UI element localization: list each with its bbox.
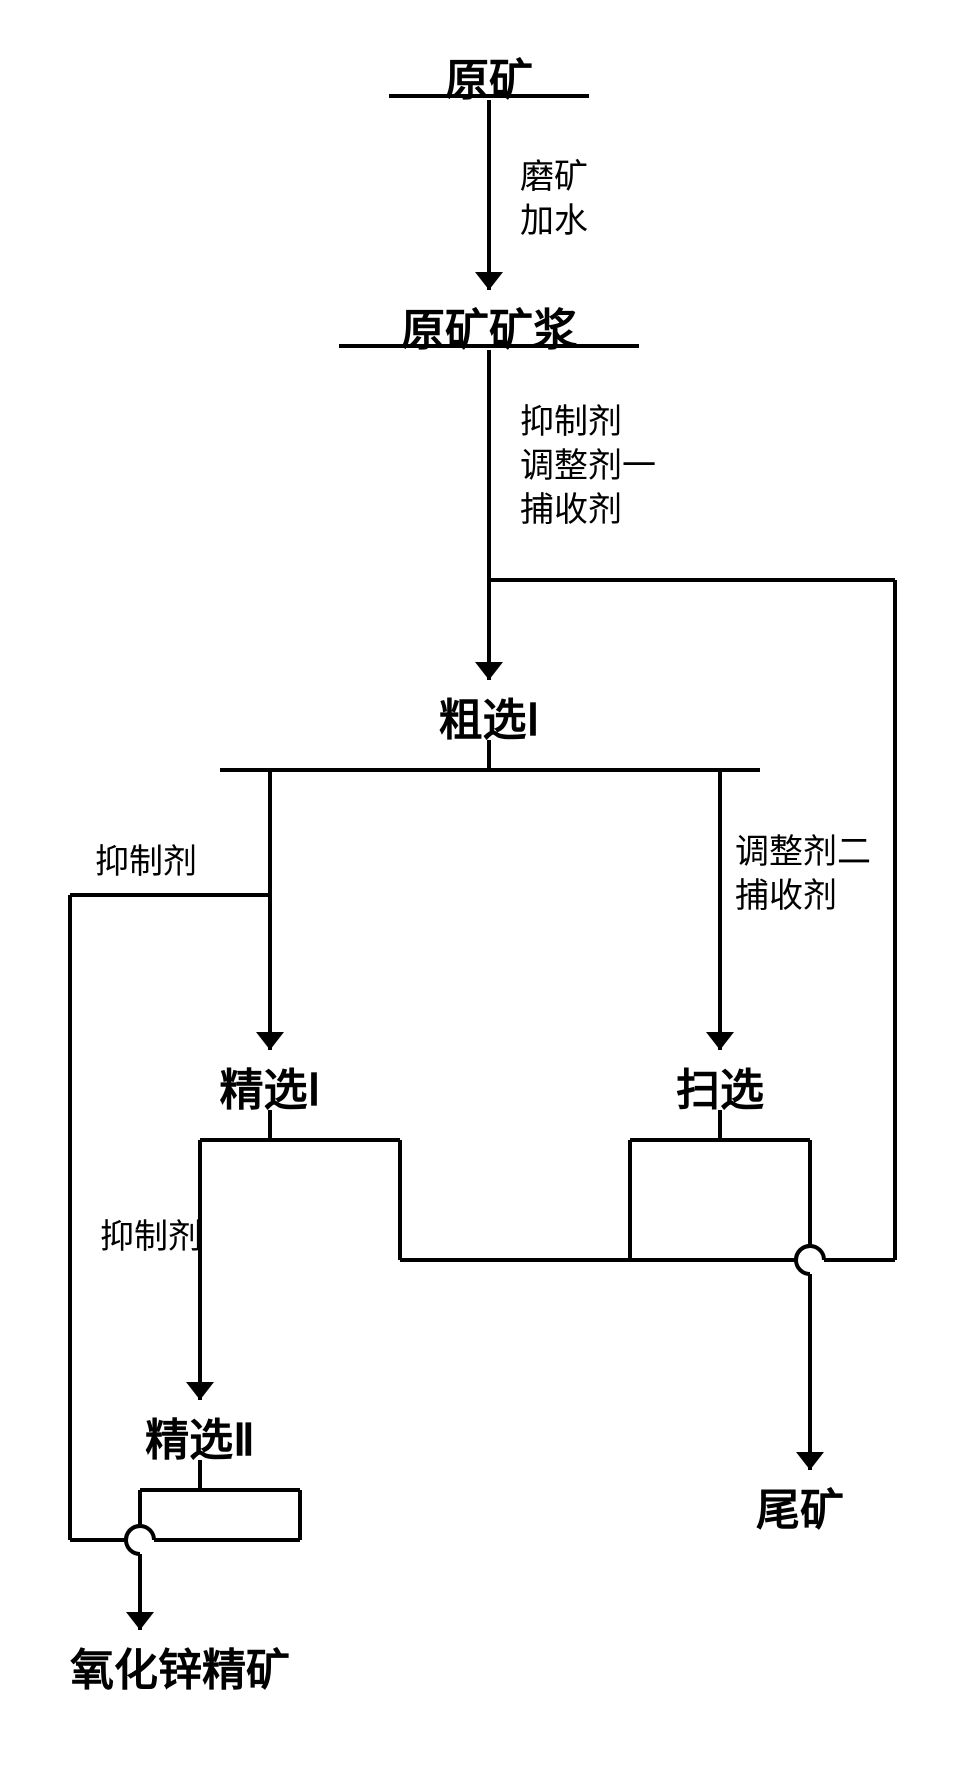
edge-label-reagents1: 抑制剂调整剂一捕收剂 bbox=[520, 400, 656, 533]
node-raw_ore-underline bbox=[389, 94, 589, 98]
node-clean1: 精选Ⅰ bbox=[220, 1054, 321, 1118]
node-scavenge: 扫选 bbox=[676, 1054, 764, 1118]
node-rough1: 粗选Ⅰ bbox=[439, 684, 540, 748]
edge-label-reagents2: 调整剂二捕收剂 bbox=[735, 830, 871, 918]
node-zn_conc: 氧化锌精矿 bbox=[70, 1634, 290, 1698]
node-clean2: 精选Ⅱ bbox=[145, 1404, 255, 1468]
edge-label-grind: 磨矿加水 bbox=[520, 155, 588, 243]
edge-label-inhibitor_c1: 抑制剂 bbox=[100, 1215, 202, 1259]
edge-label-inhibitor_l: 抑制剂 bbox=[95, 840, 197, 884]
node-tailings: 尾矿 bbox=[756, 1474, 844, 1538]
node-raw_slurry-underline bbox=[339, 344, 639, 348]
